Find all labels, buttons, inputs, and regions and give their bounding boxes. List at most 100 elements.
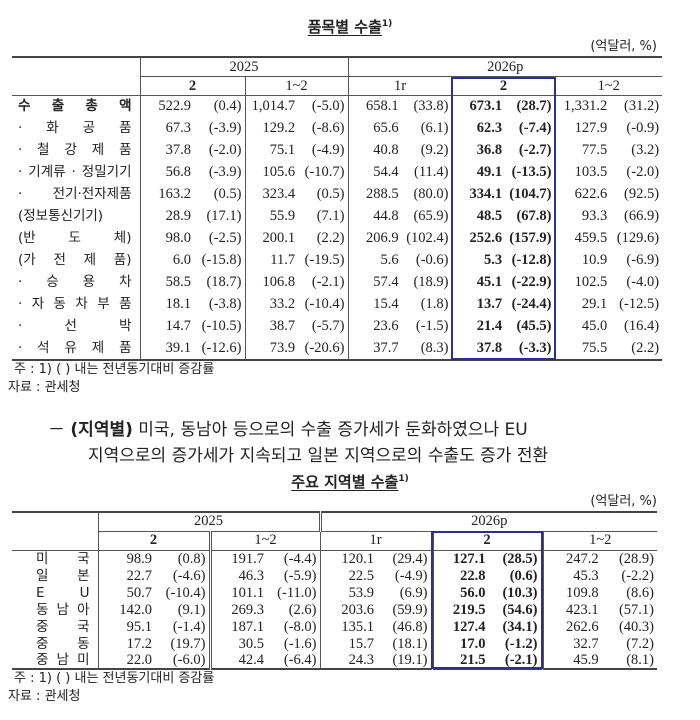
value: 15.4 — [373, 296, 399, 312]
period-header: 1r — [347, 76, 452, 96]
change-rate: (34.1) — [502, 618, 538, 635]
row-label: 중 국 — [12, 618, 98, 635]
data-cell: 55.9 (7.1) — [244, 205, 348, 228]
row-label-text: (반 도 체) — [18, 230, 132, 246]
value: 45.3 — [573, 567, 599, 584]
value: 39.1 — [165, 339, 192, 356]
change-rate: (-4.9) — [394, 567, 428, 584]
change-rate: (-3.3) — [518, 339, 552, 356]
data-cell: 22.0 (-6.0) — [97, 652, 210, 670]
data-cell: 23.6 (-1.5) — [347, 315, 452, 338]
value: 103.5 — [574, 164, 608, 180]
value: 191.7 — [231, 550, 264, 567]
change-rate: (28.5) — [502, 550, 538, 567]
change-rate: (-7.4) — [518, 120, 552, 136]
table-row: · 화 공 품 67.3 (-3.9) 129.2 (-8.6) 65.6 (6.1) 62.… — [12, 117, 663, 140]
table1-source: 자료 : 관세청 — [8, 379, 81, 395]
year-header: 2026p — [347, 56, 663, 77]
row-label-text: 미 국 — [36, 550, 90, 567]
change-rate: (129.6) — [616, 230, 660, 246]
change-rate: (-4.6) — [172, 567, 206, 584]
data-cell: 163.2 (0.5) — [139, 183, 245, 206]
data-cell: 38.7 (-5.7) — [244, 315, 348, 338]
data-cell: 206.9 (102.4) — [347, 227, 452, 250]
data-cell: 40.8 (9.2) — [347, 139, 452, 162]
data-cell: 18.1 (-3.8) — [139, 293, 245, 316]
value: 24.3 — [348, 652, 374, 668]
value: 56.8 — [165, 164, 192, 180]
header-corner — [12, 510, 98, 551]
change-rate: (-10.4) — [304, 296, 345, 312]
data-cell: 334.1 (104.7) — [451, 183, 555, 206]
value: 105.6 — [262, 164, 296, 180]
value: 15.7 — [348, 635, 374, 652]
change-rate: (-4.9) — [311, 142, 345, 158]
row-label-text: · 철 강 제 품 — [18, 142, 132, 158]
data-cell: 522.9 (0.4) — [139, 95, 245, 118]
value: 21.5 — [460, 652, 486, 668]
data-cell: 219.5 (54.6) — [430, 601, 542, 618]
data-cell: 1,014.7 (-5.0) — [244, 95, 348, 118]
change-rate: (-12.5) — [619, 296, 660, 312]
year-header: 2025 — [139, 56, 348, 77]
value: 73.9 — [269, 339, 296, 356]
change-rate: (0.5) — [316, 186, 345, 202]
value: 658.1 — [365, 98, 399, 115]
change-rate: (-24.4) — [511, 296, 552, 312]
change-rate: (31.2) — [623, 98, 660, 115]
data-cell: 1,331.2 (31.2) — [554, 95, 663, 118]
value: 247.2 — [565, 550, 599, 567]
value: 98.0 — [165, 230, 192, 246]
table1-title: 품목별 수출1) — [307, 18, 393, 36]
value: 95.1 — [126, 618, 152, 635]
data-cell: 22.7 (-4.6) — [97, 567, 210, 584]
data-cell: 142.0 (9.1) — [97, 601, 210, 618]
change-rate: (40.3) — [618, 618, 654, 635]
table-row: 일 본 22.7 (-4.6) 46.3 (-5.9) 22.5 (-4.9) 22.8 (0.… — [12, 567, 657, 584]
data-cell: 187.1 (-8.0) — [208, 618, 320, 635]
value: 22.8 — [460, 567, 486, 584]
period-header: 1~2 — [208, 531, 320, 551]
data-cell: 37.8 (-3.3) — [451, 337, 555, 361]
value: 77.5 — [581, 142, 608, 158]
data-cell: 101.1 (-11.0) — [208, 584, 320, 601]
value: 13.7 — [476, 296, 503, 312]
value: 109.8 — [565, 584, 599, 601]
data-cell: 288.5 (80.0) — [347, 183, 452, 206]
value: 40.8 — [373, 142, 399, 158]
value: 44.8 — [373, 208, 399, 224]
change-rate: (28.9) — [618, 550, 654, 567]
change-rate: (-4.4) — [283, 550, 317, 567]
value: 29.1 — [581, 296, 608, 312]
data-cell: 10.9 (-6.9) — [554, 249, 663, 272]
year-header-row: 2025 2026p — [12, 510, 657, 551]
value: 56.0 — [460, 584, 486, 601]
data-cell: 65.6 (6.1) — [347, 117, 452, 140]
change-rate: (-12.8) — [511, 252, 552, 268]
row-label: · 석 유 제 품 — [12, 337, 140, 361]
data-cell: 658.1 (33.8) — [347, 95, 452, 118]
row-label-text: · 석 유 제 품 — [18, 339, 132, 356]
period-header: 1~2 — [540, 531, 657, 551]
data-cell: 39.1 (-12.6) — [139, 337, 245, 361]
table-row: · 기계류 · 정밀기기 56.8 (-3.9) 105.6 (-10.7) 54.4 (1… — [12, 161, 663, 184]
table2-unit: (억달러, %) — [590, 493, 657, 509]
change-rate: (9.2) — [420, 142, 449, 158]
value: 459.5 — [574, 230, 608, 246]
value: 101.1 — [231, 584, 264, 601]
change-rate: (-5.9) — [283, 567, 317, 584]
change-rate: (-10.4) — [165, 584, 206, 601]
table-row: · 자 동 차 부 품 18.1 (-3.8) 33.2 (-10.4) 15.4 (1.8… — [12, 293, 663, 316]
change-rate: (11.4) — [414, 164, 449, 180]
period-header-row: 2 1~2 1r 2 1~2 — [12, 531, 657, 551]
change-rate: (29.4) — [392, 550, 428, 567]
data-cell: 21.5 (-2.1) — [430, 652, 542, 670]
change-rate: (-2.1) — [311, 274, 345, 290]
value: 33.2 — [269, 296, 296, 312]
change-rate: (0.4) — [213, 98, 242, 115]
change-rate: (6.1) — [420, 120, 449, 136]
value: 45.1 — [476, 274, 503, 290]
data-cell: 127.9 (-0.9) — [554, 117, 663, 140]
value: 57.4 — [373, 274, 399, 290]
table-row: · 승 용 차 58.5 (18.7) 106.8 (-2.1) 57.4 (18.9) 45… — [12, 271, 663, 294]
